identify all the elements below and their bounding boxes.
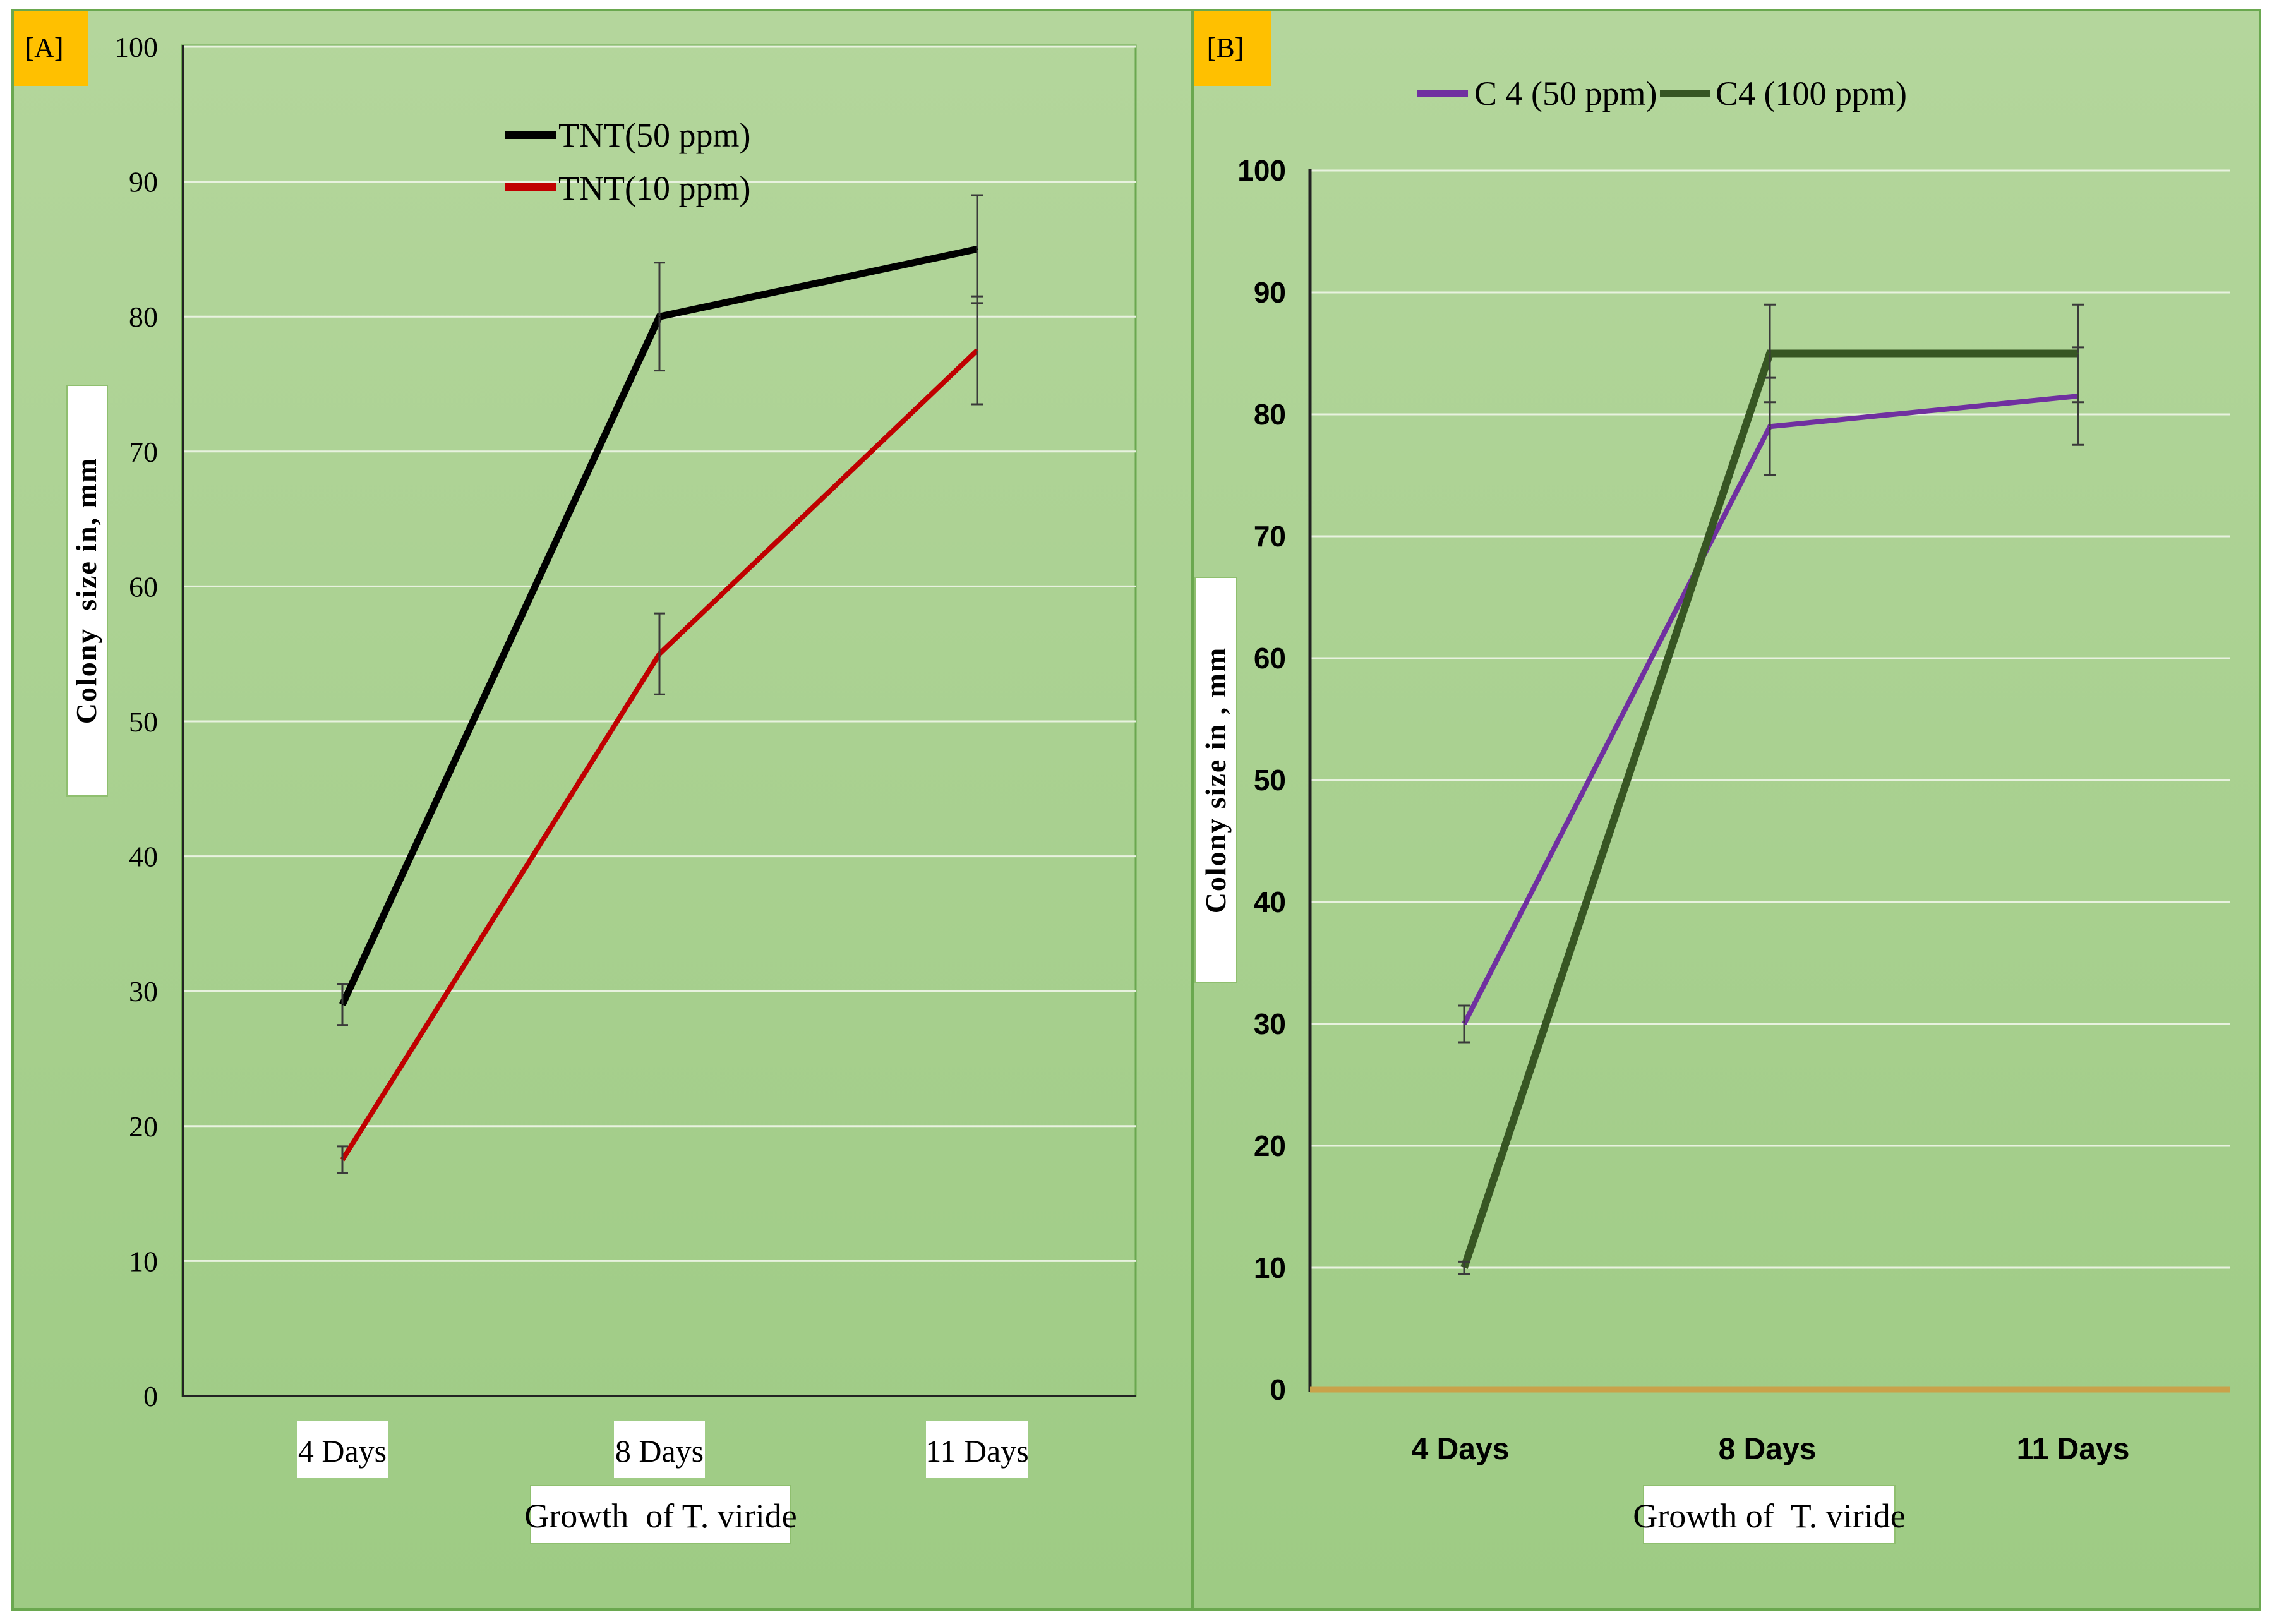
- panel-b-xtick-0: 4 Days: [1412, 1433, 1510, 1466]
- panel-b-ytick-30: 30: [1254, 1007, 1286, 1040]
- panel-a-legend-label-0: TNT(50 ppm): [558, 116, 750, 154]
- panel-a-ytick-0: 0: [143, 1380, 158, 1412]
- panel-a-ytick-100: 100: [114, 31, 158, 63]
- panel-a-ytick-60: 60: [129, 570, 158, 603]
- panel-a-series: [337, 194, 983, 1175]
- panel-b-series-1-point-1: [1769, 352, 1770, 354]
- panel-a: [A] 0 10 20 30 40 50 60 70 80 90 100 4 Days 8 Days…: [11, 9, 1194, 1611]
- panel-b-ylabel-box: [1194, 577, 1237, 983]
- panel-a-xtick-2: 11 Days: [925, 1433, 1028, 1469]
- panel-b-xtick-2: 11 Days: [2017, 1433, 2130, 1466]
- panel-a-ytick-80: 80: [129, 301, 158, 333]
- panel-a-ytick-10: 10: [129, 1245, 158, 1277]
- panel-a-series-0-point-2: [977, 248, 978, 250]
- panel-b-x-ticks: 4 Days 8 Days 11 Days: [1412, 1433, 2130, 1466]
- panel-a-xtick-1: 8 Days: [615, 1433, 704, 1469]
- panel-a-xlabel: Growth of T. viride: [524, 1497, 796, 1535]
- panel-a-tag: [A]: [25, 32, 63, 63]
- panel-a-ytick-50: 50: [129, 706, 158, 738]
- panel-b-ytick-0: 0: [1270, 1373, 1286, 1406]
- panel-b-y-ticks: 0 10 20 30 40 50 60 70 80 90 100: [1237, 154, 1286, 1406]
- panel-a-ytick-70: 70: [129, 436, 158, 468]
- panel-a-xlabel-box: [530, 1485, 791, 1544]
- panel-a-ytick-40: 40: [129, 841, 158, 873]
- panel-b-legend-label-1: C4 (100 ppm): [1716, 75, 1907, 112]
- panel-b-series-1-point-0: [1464, 1267, 1465, 1268]
- panel-b: [B] 0 10 20 30 40 50 60 70 80 90 100 4 Days 8 Days…: [1191, 9, 2261, 1611]
- panel-b-ytick-100: 100: [1237, 154, 1286, 187]
- panel-a-series-1-point-0: [342, 1159, 343, 1161]
- panel-b-xtick-1: 8 Days: [1719, 1433, 1817, 1466]
- panel-a-ytick-90: 90: [129, 166, 158, 198]
- panel-b-ytick-20: 20: [1254, 1129, 1286, 1162]
- panel-a-ylabel: Colony size in, mm: [70, 457, 102, 725]
- panel-b-ytick-60: 60: [1254, 642, 1286, 675]
- panel-a-series-0-point-1: [659, 316, 660, 318]
- panel-a-xtick-bg-0: [297, 1421, 388, 1478]
- panel-a-y-ticks: 0 10 20 30 40 50 60 70 80 90 100: [114, 31, 158, 1412]
- panel-a-ytick-30: 30: [129, 975, 158, 1007]
- panel-b-ytick-40: 40: [1254, 886, 1286, 918]
- panel-b-ytick-70: 70: [1254, 520, 1286, 553]
- panel-a-legend: TNT(50 ppm) TNT(10 ppm): [505, 116, 750, 207]
- panel-a-legend-label-1: TNT(10 ppm): [558, 169, 750, 207]
- panel-a-xtick-bg-2: [926, 1421, 1028, 1478]
- panel-b-xlabel-box: [1643, 1485, 1896, 1544]
- panel-b-xlabel: Growth of T. viride: [1633, 1497, 1905, 1535]
- panel-b-ytick-50: 50: [1254, 764, 1286, 797]
- panel-b-ylabel: Colony size in , mm: [1199, 647, 1232, 914]
- panel-a-series-1-point-2: [977, 349, 978, 351]
- panel-b-legend-label-0: C 4 (50 ppm): [1474, 75, 1657, 112]
- panel-a-series-0-point-0: [342, 1004, 343, 1006]
- panel-a-tag-background: [14, 11, 88, 86]
- panel-b-ytick-90: 90: [1254, 276, 1286, 309]
- panel-b-series-1-point-2: [2077, 352, 2079, 354]
- panel-b-series-0-point-0: [1464, 1023, 1465, 1025]
- panel-a-ytick-20: 20: [129, 1110, 158, 1143]
- panel-b-tag: [B]: [1207, 32, 1244, 63]
- panel-a-gridlines: [183, 45, 1136, 1262]
- panel-a-xtick-0: 4 Days: [298, 1433, 387, 1469]
- panel-b-tag-background: [1194, 11, 1271, 86]
- panel-b-background: [1191, 9, 2261, 1611]
- panel-b-series-0-point-1: [1769, 426, 1770, 428]
- panel-b-legend: C 4 (50 ppm) C4 (100 ppm): [1417, 75, 1907, 112]
- panel-a-x-ticks: 4 Days 8 Days 11 Days: [297, 1421, 1029, 1478]
- panel-a-xtick-bg-1: [614, 1421, 705, 1478]
- panel-b-ytick-80: 80: [1254, 398, 1286, 431]
- panel-b-ytick-10: 10: [1254, 1251, 1286, 1284]
- panel-a-background: [11, 9, 1194, 1611]
- panel-b-series: [1458, 303, 2084, 1275]
- panel-a-ylabel-box: [66, 385, 108, 797]
- panel-a-series-1-point-1: [659, 653, 660, 655]
